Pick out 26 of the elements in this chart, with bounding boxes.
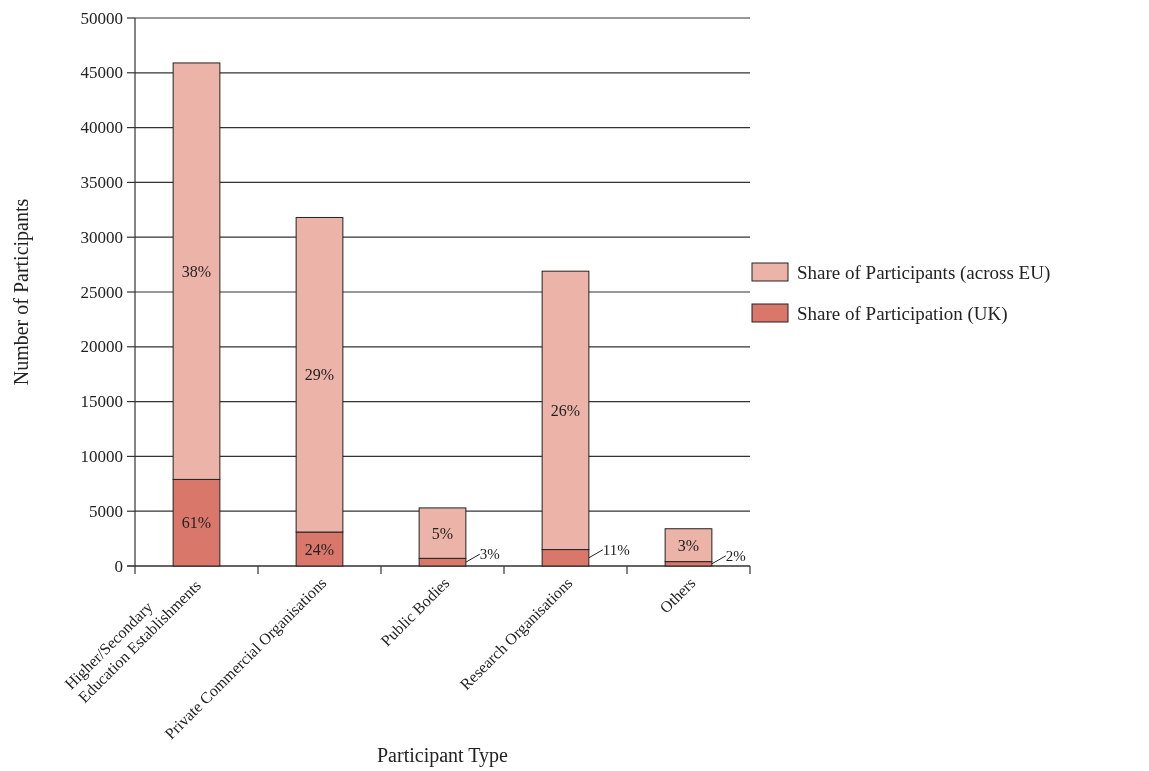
x-axis-title: Participant Type: [377, 744, 509, 767]
annotation: 29%: [304, 366, 335, 384]
y-tick-label: 30000: [80, 227, 123, 247]
y-tick-label: 35000: [80, 172, 123, 192]
y-tick-label: 50000: [80, 8, 123, 28]
y-tick-label: 0: [114, 556, 123, 576]
annotation: 24%: [304, 540, 335, 558]
annotation: 3%: [479, 546, 500, 563]
y-tick-label: 15000: [80, 392, 123, 412]
y-tick-label: 5000: [89, 501, 123, 521]
y-tick-label: 25000: [80, 282, 123, 302]
annotation: 3%: [677, 536, 700, 554]
y-tick-label: 40000: [80, 118, 123, 138]
annotation: 26%: [550, 401, 581, 419]
bar: [664, 528, 713, 563]
annotation: 11%: [602, 541, 630, 558]
legend-label: Share of Participants (across EU): [797, 261, 1051, 284]
y-tick-label: 45000: [80, 63, 123, 83]
annotation: 5%: [431, 524, 454, 542]
y-tick-label: 10000: [80, 446, 123, 466]
annotation: 61%: [181, 514, 212, 532]
y-axis-title: Number of Participants: [10, 198, 33, 386]
y-tick-label: 20000: [80, 337, 123, 357]
annotation: 38%: [181, 262, 212, 280]
annotation: 2%: [725, 547, 746, 564]
legend-label: Share of Participation (UK): [797, 302, 1008, 325]
